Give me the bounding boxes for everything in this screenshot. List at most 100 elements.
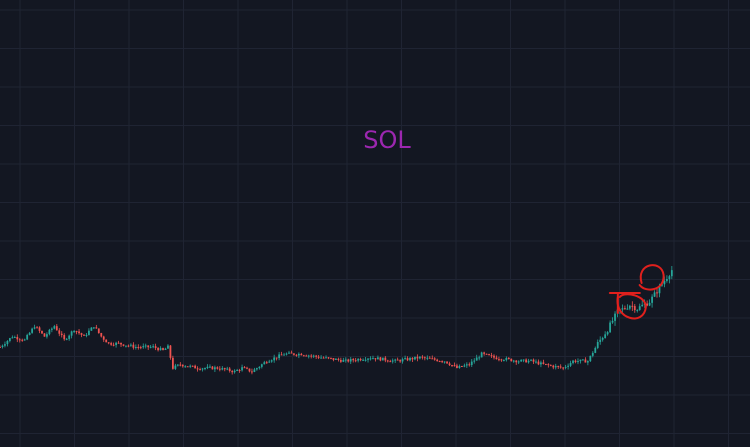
candle-up [604, 334, 607, 338]
candle-down [172, 357, 174, 369]
candle-down [157, 348, 159, 351]
candle-up [90, 327, 93, 331]
candle-up [404, 358, 406, 360]
candle-down [248, 368, 251, 372]
candle-down [117, 342, 120, 344]
candle-down [483, 352, 486, 354]
candle-down [75, 331, 78, 333]
candle-up [658, 285, 661, 294]
candle-up [130, 344, 132, 346]
candle-down [107, 342, 110, 344]
candle-up [473, 360, 476, 362]
candle-up [530, 359, 532, 361]
candle-up [6, 340, 9, 345]
candle-up [569, 363, 572, 366]
candle-up [409, 357, 411, 361]
candle-down [265, 362, 268, 364]
candle-down [243, 367, 246, 369]
candle-up [206, 366, 209, 369]
candle-up [470, 361, 473, 365]
candle-down [41, 330, 43, 334]
candle-up [335, 358, 337, 360]
candle-up [540, 362, 542, 365]
candle-down [302, 355, 305, 357]
candle-down [110, 343, 113, 345]
candle-up [258, 366, 261, 369]
candle-up [312, 355, 315, 357]
candle-down [490, 355, 493, 357]
candle-up [478, 357, 481, 359]
candle-up [273, 357, 276, 361]
candle-down [154, 346, 157, 349]
candle-down [100, 333, 103, 337]
candle-down [559, 366, 562, 368]
candle-up [670, 270, 673, 277]
candle-down [456, 365, 458, 368]
candle-down [120, 342, 122, 345]
candle-down [102, 336, 105, 340]
candle-up [8, 338, 11, 341]
candle-down [411, 357, 414, 360]
candle-down [231, 371, 234, 373]
candle-up [176, 364, 179, 366]
hand-drawn-annotations [608, 264, 665, 320]
candle-down [95, 327, 98, 329]
candle-up [364, 359, 367, 361]
candle-down [122, 344, 125, 346]
candle-up [577, 361, 579, 363]
candle-up [591, 352, 594, 356]
candle-up [297, 353, 300, 356]
candle-down [112, 344, 115, 346]
candle-up [367, 358, 369, 360]
candle-up [144, 345, 147, 347]
candle-down [446, 361, 448, 364]
candle-up [611, 320, 614, 323]
candle-down [78, 331, 80, 334]
candle-down [433, 358, 436, 360]
candle-up [142, 346, 145, 348]
candle-up [201, 368, 204, 370]
candle-up [48, 329, 51, 335]
candle-up [391, 360, 394, 362]
candle-down [542, 362, 545, 364]
candle-up [512, 360, 515, 362]
candle-up [283, 354, 285, 356]
candle-up [125, 345, 127, 347]
candle-up [527, 360, 530, 363]
candle-up [174, 365, 177, 369]
candle-down [36, 327, 38, 329]
candle-up [636, 309, 639, 311]
candle-up [226, 368, 229, 370]
candle-up [134, 347, 137, 349]
candle-down [515, 360, 518, 363]
candle-up [614, 313, 616, 321]
candle-up [65, 338, 68, 340]
candle-down [147, 345, 150, 348]
candle-down [460, 366, 463, 368]
annotation-circle-upper [638, 264, 665, 291]
candle-up [221, 368, 224, 370]
candle-up [342, 360, 345, 362]
candle-up [522, 359, 525, 361]
candle-down [441, 361, 444, 363]
candle-up [606, 332, 609, 335]
candle-up [638, 306, 641, 310]
candle-down [16, 337, 19, 340]
candle-down [347, 359, 350, 362]
candle-up [184, 366, 187, 368]
candle-up [666, 279, 668, 281]
candle-up [381, 357, 384, 361]
candle-up [85, 334, 88, 336]
candle-down [280, 354, 283, 356]
candle-down [246, 367, 248, 369]
candle-up [357, 358, 360, 361]
candle-up [651, 296, 653, 303]
candle-up [369, 358, 372, 360]
candle-down [532, 359, 535, 362]
candle-down [330, 357, 332, 359]
candle-down [21, 339, 24, 341]
candle-up [270, 360, 273, 362]
candle-up [401, 359, 404, 362]
candle-down [228, 368, 231, 372]
